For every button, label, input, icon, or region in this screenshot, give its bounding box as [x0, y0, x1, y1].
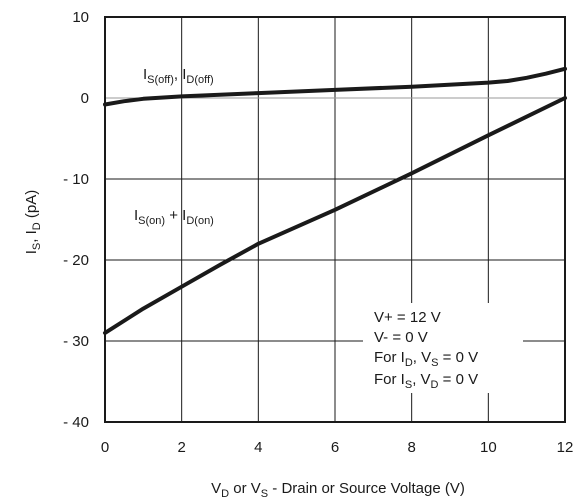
- x-tick-label: 4: [254, 439, 262, 456]
- y-tick-label: - 20: [63, 252, 89, 269]
- x-tick-label: 8: [407, 439, 415, 456]
- x-axis-label: VD or VS - Drain or Source Voltage (V): [211, 480, 465, 499]
- y-axis-ticks: 10 0 - 10 - 20 - 30 - 40: [63, 9, 89, 431]
- x-tick-label: 0: [101, 439, 109, 456]
- series-group: [103, 66, 567, 335]
- y-tick-label: 0: [81, 90, 89, 107]
- x-tick-label: 12: [557, 439, 574, 456]
- y-tick-label: - 30: [63, 333, 89, 350]
- annotation-line-2: V- = 0 V: [374, 329, 428, 346]
- series-label-on: IS(on) + ID(on): [134, 207, 214, 227]
- annotation-line-3: For ID, VS = 0 V: [374, 349, 478, 369]
- series-line-on: [103, 96, 567, 335]
- y-tick-label: - 10: [63, 171, 89, 188]
- x-axis-ticks: 0 2 4 6 8 10 12: [101, 439, 574, 456]
- annotation-line-4: For IS, VD = 0 V: [374, 371, 478, 391]
- annotation-line-1: V+ = 12 V: [374, 309, 441, 326]
- y-axis-label: IS, ID (pA): [23, 190, 43, 255]
- y-tick-label: - 40: [63, 414, 89, 431]
- x-tick-label: 10: [480, 439, 497, 456]
- plot-frame: [104, 16, 566, 423]
- series-label-off: IS(off), ID(off): [143, 66, 214, 86]
- annotation-box: [363, 303, 523, 393]
- x-tick-label: 6: [331, 439, 339, 456]
- series-line-off: [103, 66, 567, 107]
- y-tick-label: 10: [72, 9, 89, 26]
- x-tick-label: 2: [177, 439, 185, 456]
